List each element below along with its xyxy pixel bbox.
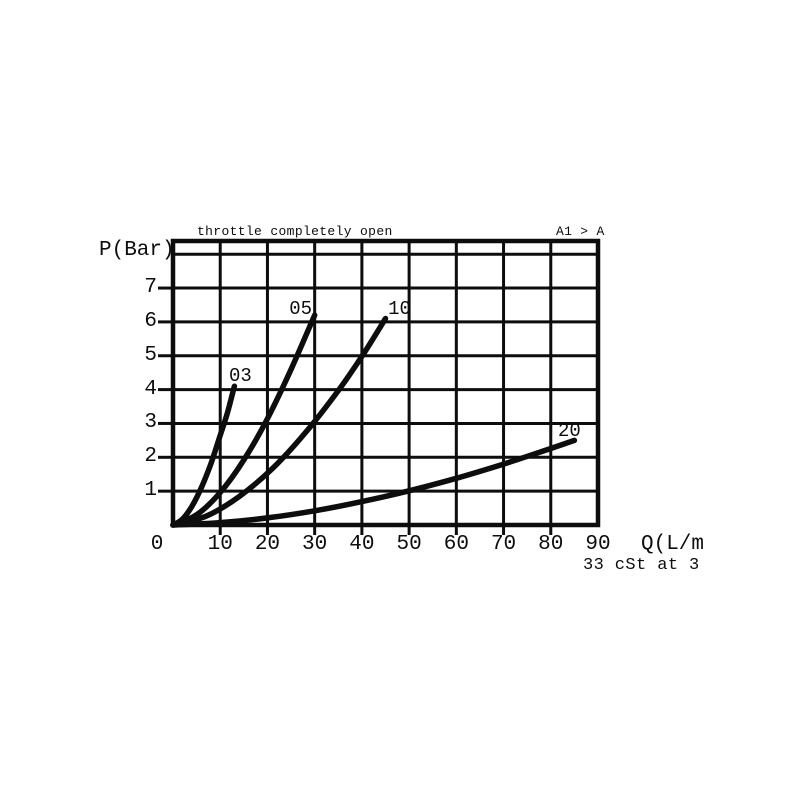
curve-label-20: 20 <box>557 420 581 443</box>
curve-label-03: 03 <box>228 365 252 388</box>
y-axis-label: P(Bar) <box>99 239 175 262</box>
curve-label-10: 10 <box>388 297 411 320</box>
x-tick-label-70: 70 <box>490 533 517 556</box>
plot-frame <box>170 238 601 528</box>
y-tick-label-1: 1 <box>144 479 157 503</box>
x-tick-label-20: 20 <box>254 533 281 556</box>
curve-label-05: 05 <box>289 298 313 321</box>
x-tick-label-80: 80 <box>538 533 564 556</box>
curve-20 <box>170 437 578 528</box>
x-axis-label: Q(L/m <box>641 533 705 556</box>
y-tick-label-3: 3 <box>144 411 157 435</box>
x-tick-label-50: 50 <box>396 533 422 556</box>
x-tick-label-0: 0 <box>150 533 164 556</box>
curve-10 <box>170 315 389 528</box>
viscosity-note: 33 cSt at 3 <box>583 556 700 575</box>
curve-05 <box>170 312 318 528</box>
flow-path-label: A1 > A <box>556 224 605 239</box>
y-tick-label-4: 4 <box>144 377 157 401</box>
y-tick-label-6: 6 <box>144 309 157 333</box>
x-tick-label-10: 10 <box>207 533 233 556</box>
y-tick-label-2: 2 <box>144 445 157 469</box>
x-tick-label-60: 60 <box>443 533 469 556</box>
x-tick-label-30: 30 <box>302 533 328 556</box>
y-tick-label-7: 7 <box>144 276 157 300</box>
x-tick-label-90: 90 <box>585 533 611 556</box>
y-tick-label-5: 5 <box>144 343 157 367</box>
x-tick-label-40: 40 <box>349 533 375 556</box>
chart-title: throttle completely open <box>197 224 393 239</box>
